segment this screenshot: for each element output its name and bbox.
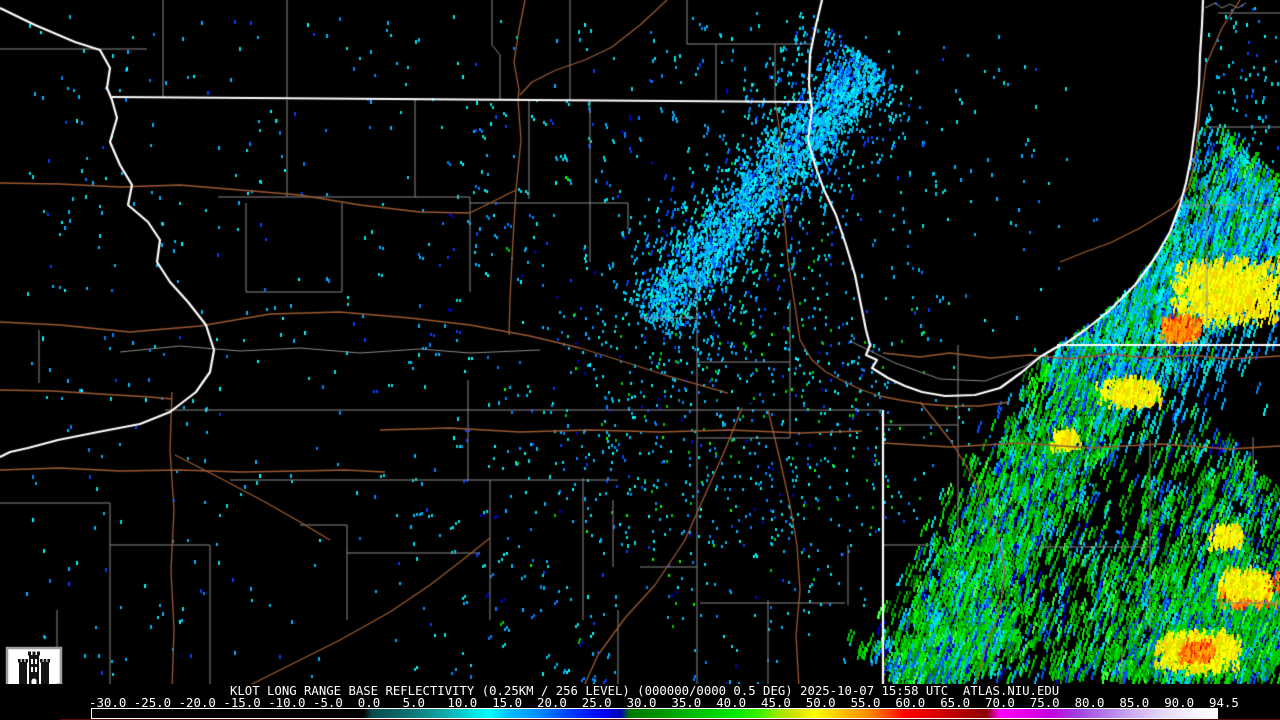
scale-label: 20.0 [537,695,567,710]
scale-label: 25.0 [581,695,612,710]
product-title: KLOT LONG RANGE BASE REFLECTIVITY (0.25K… [230,684,1060,698]
scale-label: -30.0 [89,695,127,710]
scale-label: 45.0 [761,695,791,710]
scale-label: -15.0 [223,695,261,710]
scale-label: 65.0 [940,695,971,710]
scale-label: -5.0 [313,695,343,710]
scale-label: 85.0 [1119,695,1150,710]
scale-label: 55.0 [850,695,881,710]
scale-label: 70.0 [985,695,1015,710]
scale-label: 5.0 [402,695,425,710]
scale-label: 30.0 [626,695,657,710]
scale-label: 94.5 [1209,695,1239,710]
scale-label: -20.0 [178,695,216,710]
scale-label: 35.0 [671,695,702,710]
scale-label: 0.0 [357,695,381,710]
colorbar-scale-labels: -30.0 -25.0 -20.0 -15.0 -10.0 -5.0 0.0 5.0 10.0 1… [0,695,1280,710]
scale-label: 90.0 [1164,695,1195,710]
scale-label: -25.0 [133,695,172,710]
scale-label: -10.0 [268,695,306,710]
scale-label: 75.0 [1029,695,1060,710]
scale-label: 80.0 [1074,695,1105,710]
scale-label: 15.0 [492,695,523,710]
scale-label: 60.0 [895,695,926,710]
castle-icon [18,651,50,688]
caption-bar: KLOT LONG RANGE BASE REFLECTIVITY (0.25K… [0,684,1280,720]
scale-label: 40.0 [716,695,747,710]
colorbar [91,708,1218,719]
scale-label: 10.0 [447,695,478,710]
scale-label: 50.0 [805,695,836,710]
